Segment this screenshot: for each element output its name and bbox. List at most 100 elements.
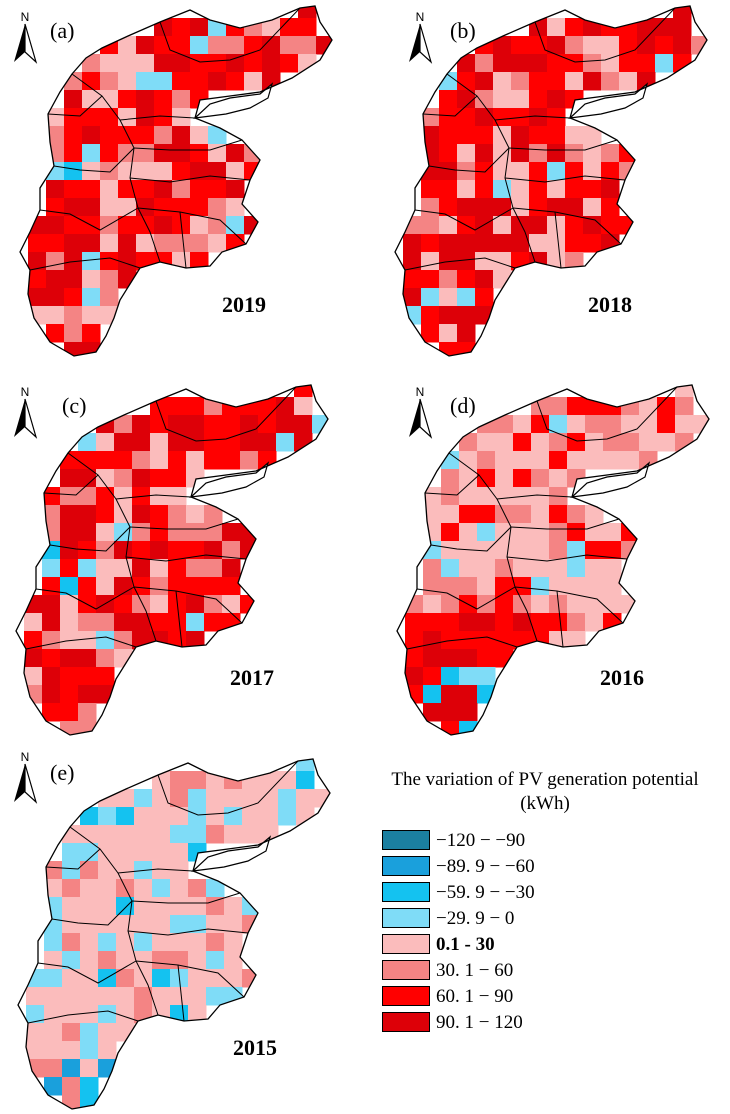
legend-swatch <box>382 934 430 954</box>
grid-cell <box>511 90 530 109</box>
grid-cell <box>423 631 442 650</box>
grid-cell <box>170 825 189 844</box>
grid-cell <box>46 162 65 181</box>
grid-cell <box>168 505 187 524</box>
grid-cell <box>511 54 530 73</box>
grid-cell <box>567 451 586 470</box>
grid-cell <box>150 523 169 542</box>
grid-cell <box>493 162 512 181</box>
grid-cell <box>154 216 173 235</box>
grid-cell <box>423 541 442 560</box>
grid-cell <box>82 306 101 325</box>
grid-cell <box>567 433 586 452</box>
grid-cell <box>423 667 442 686</box>
svg-text:N: N <box>416 10 425 24</box>
grid-cell <box>44 1023 63 1042</box>
grid-cell <box>188 915 207 934</box>
grid-cell <box>136 72 155 91</box>
grid-cell <box>226 162 245 181</box>
map-2016 <box>396 384 710 736</box>
province-boundary <box>133 139 243 151</box>
grid-cell <box>96 685 115 704</box>
grid-cell <box>64 90 83 109</box>
grid-cell <box>475 288 494 307</box>
grid-cell <box>100 54 119 73</box>
grid-cell <box>152 807 171 826</box>
grid-cell <box>42 649 61 668</box>
region-outline <box>394 5 708 357</box>
grid-cell <box>204 415 223 434</box>
grid-cell <box>188 951 207 970</box>
province-boundary <box>51 900 133 926</box>
grid-cell <box>172 18 191 37</box>
grid-cell <box>204 523 223 542</box>
grid-cell <box>44 1059 63 1078</box>
grid-cell <box>100 108 119 127</box>
grid-cell <box>421 216 440 235</box>
grid-cell <box>222 541 241 560</box>
grid-cell <box>477 595 496 614</box>
grid-cell <box>136 90 155 109</box>
grid-cell <box>98 987 117 1006</box>
grid-cell <box>423 577 442 596</box>
legend-label: 90. 1 − 120 <box>436 1012 523 1033</box>
grid-cell <box>457 198 476 217</box>
grid-cell <box>475 126 494 145</box>
region-outline <box>19 5 333 357</box>
grid-cell <box>98 1005 117 1024</box>
grid-cell <box>493 180 512 199</box>
grid-cell <box>136 216 155 235</box>
grid-cell <box>206 879 225 898</box>
grid-cell <box>276 433 295 452</box>
grid-cell <box>513 613 532 632</box>
grid-cell <box>152 951 171 970</box>
grid-cell <box>639 397 658 416</box>
grid-cell <box>64 144 83 163</box>
grid-cell <box>405 667 424 686</box>
grid-cell <box>583 36 602 55</box>
grid-cell <box>475 144 494 163</box>
province-boundary <box>129 518 239 530</box>
grid-cell <box>168 613 187 632</box>
grid-cell <box>24 667 43 686</box>
grid-cell <box>82 54 101 73</box>
province-boundary <box>512 207 622 245</box>
grid-cell <box>154 72 173 91</box>
grid-cell <box>64 180 83 199</box>
grid-cell <box>154 108 173 127</box>
grid-cell <box>188 987 207 1006</box>
grid-cell <box>116 861 135 880</box>
north-arrow-icon: N <box>407 10 433 66</box>
grid-cell <box>62 1077 81 1096</box>
grid-cell <box>152 915 171 934</box>
grid-cell <box>457 288 476 307</box>
grid-cell <box>152 987 171 1006</box>
grid-cell <box>96 451 115 470</box>
grid-cell <box>585 433 604 452</box>
grid-cell <box>240 415 259 434</box>
grid-cell <box>495 451 514 470</box>
grid-cell <box>206 987 225 1006</box>
grid-cell <box>98 1059 117 1078</box>
legend-swatch <box>382 986 430 1006</box>
grid-cell <box>62 897 81 916</box>
grid-cell <box>42 613 61 632</box>
grid-cell <box>116 1005 135 1024</box>
grid-cell <box>188 807 207 826</box>
grid-cell <box>98 1023 117 1042</box>
grid-cell <box>150 559 169 578</box>
grid-cell <box>188 789 207 808</box>
grid-cell <box>134 807 153 826</box>
legend-label: −89. 9 − −60 <box>436 856 535 877</box>
region-outline <box>15 384 329 736</box>
grid-cell <box>240 451 259 470</box>
grid-cell <box>64 216 83 235</box>
grid-cell <box>421 108 440 127</box>
grid-cell <box>298 54 317 73</box>
grid-cell <box>583 216 602 235</box>
grid-cell <box>62 1041 81 1060</box>
grid-cell <box>186 541 205 560</box>
grid-cell <box>477 469 496 488</box>
grid-cell <box>278 807 297 826</box>
grid-cell <box>64 126 83 145</box>
